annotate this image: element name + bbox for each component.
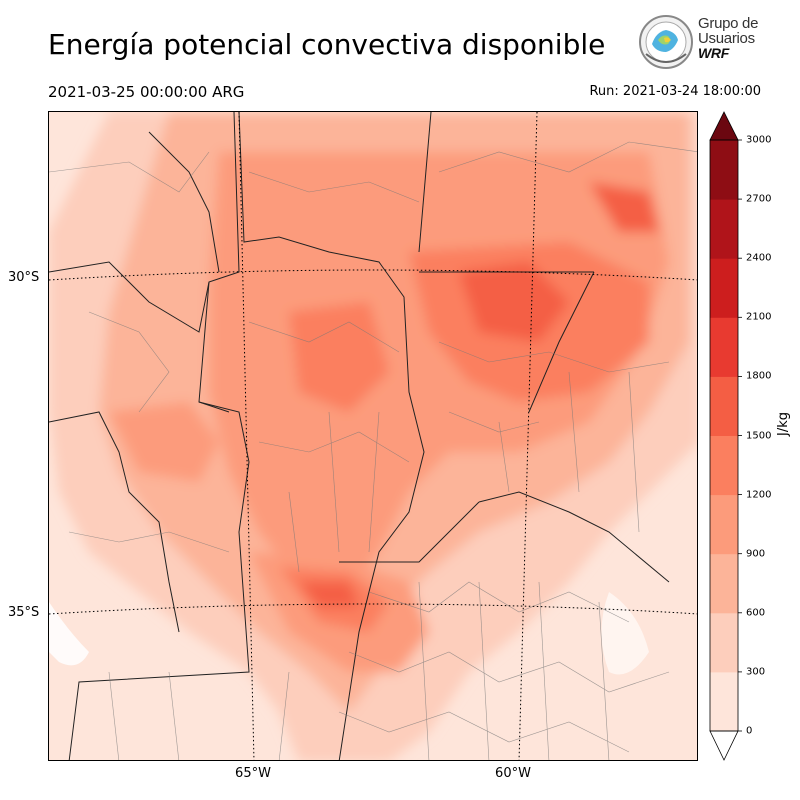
lat-label-35s: 35°S <box>8 605 40 620</box>
colorbar-bin <box>710 494 738 555</box>
lon-label-60w: 60°W <box>495 766 531 781</box>
colorbar-tick-label: 0 <box>746 725 753 737</box>
logo-line-2: Usuarios <box>698 30 755 47</box>
wrf-logo: Grupo de Usuarios WRF <box>638 14 762 74</box>
lon-label-65w: 65°W <box>235 766 271 781</box>
run-time: Run: 2021-03-24 18:00:00 <box>589 84 761 99</box>
colorbar-tick-label: 2100 <box>746 311 772 323</box>
colorbar-tick-label: 1500 <box>746 430 772 441</box>
colorbar-bin <box>710 612 738 673</box>
colorbar-bin <box>710 317 738 377</box>
colorbar-tick-label: 600 <box>746 607 766 619</box>
valid-time: 2021-03-25 00:00:00 ARG <box>48 83 245 101</box>
province-borders <box>49 112 670 760</box>
colorbar-bin <box>710 140 738 200</box>
department-borders <box>49 141 697 760</box>
colorbar-bin <box>710 435 738 496</box>
colorbar-tick-label: 1200 <box>746 489 772 501</box>
colorbar-bin <box>710 258 738 318</box>
cape-field-shading <box>49 112 697 760</box>
colorbar-tick-label: 2700 <box>746 193 772 205</box>
logo-text: Grupo de Usuarios WRF <box>698 16 758 61</box>
graticule <box>49 112 697 760</box>
colorbar-tick-label: 300 <box>746 666 766 678</box>
colorbar-bin <box>710 376 738 436</box>
low-cape-areas <box>49 592 649 675</box>
colorbar-extend-max <box>709 111 739 141</box>
map-title: Energía potencial convectiva disponible <box>48 28 606 61</box>
colorbar-bin <box>710 199 738 259</box>
cape-map <box>48 111 698 761</box>
colorbar-bin <box>710 553 738 614</box>
logo-line-1: Grupo de <box>698 15 759 32</box>
colorbar-label: J/kg <box>776 412 791 436</box>
colorbar-tick-label: 3000 <box>746 134 772 146</box>
colorbar-bin <box>710 671 738 732</box>
colorbar-tick-label: 1800 <box>746 370 772 382</box>
colorbar-extend-min <box>709 730 739 761</box>
colorbar-tick-label: 2400 <box>746 252 772 264</box>
lat-label-30s: 30°S <box>8 270 40 285</box>
colorbar-tick-label: 900 <box>746 548 766 560</box>
cape-map-svg <box>49 112 697 760</box>
globe-logo-icon <box>639 15 693 69</box>
logo-line-3: WRF <box>698 45 729 61</box>
colorbar <box>709 111 742 761</box>
